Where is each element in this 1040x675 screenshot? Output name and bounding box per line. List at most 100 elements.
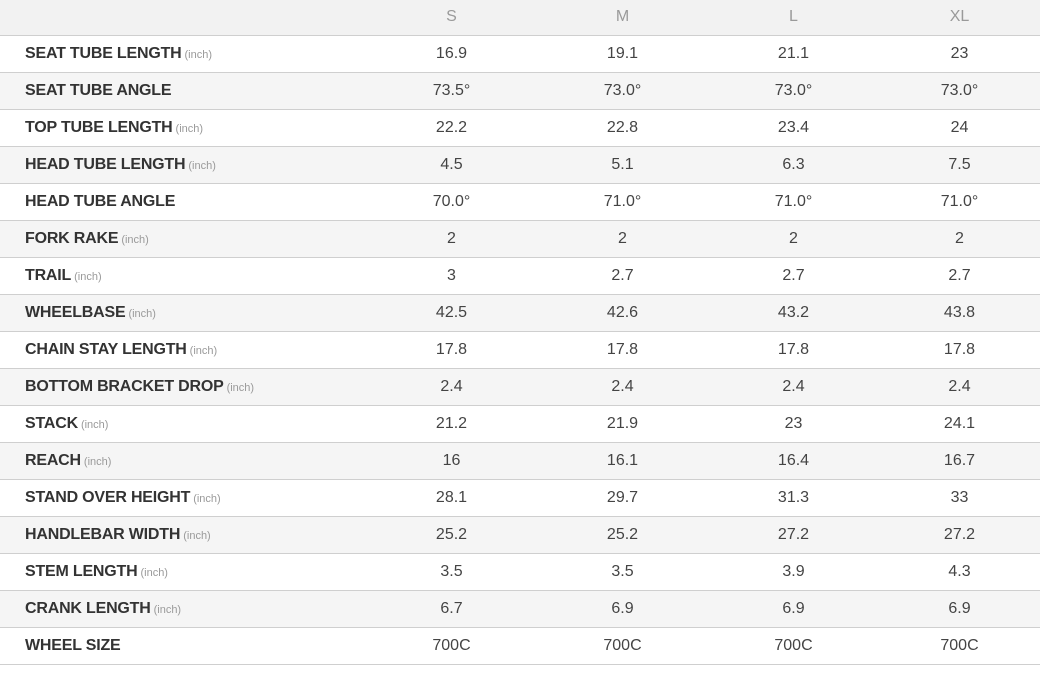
- value-cell-s: 16.9: [435, 44, 468, 62]
- row-unit: (inch): [128, 307, 156, 320]
- row-label-cell: FORK RAKE (inch): [0, 220, 366, 257]
- value-cell-m: 71.0°: [603, 192, 642, 210]
- value-cell-xl: 71.0°: [940, 192, 979, 210]
- table-row: HEAD TUBE LENGTH (inch) 4.5 5.1 6.3 7.5: [0, 146, 1040, 183]
- value-cell-m: 17.8: [606, 340, 639, 358]
- value-cell-l: 21.1: [777, 44, 810, 62]
- row-label-cell: BOTTOM BRACKET DROP (inch): [0, 368, 366, 405]
- value-cell-l: 23.4: [777, 118, 810, 136]
- value-cell-l: 700C: [774, 636, 813, 654]
- table-row: HEAD TUBE ANGLE 70.0° 71.0° 71.0° 71.0°: [0, 183, 1040, 220]
- value-cell-s: 6.7: [440, 599, 463, 617]
- value-cell-xl: 24: [950, 118, 969, 136]
- value-cell-m: 3.5: [611, 562, 634, 580]
- row-unit: (inch): [188, 159, 216, 172]
- value-cell-l: 31.3: [777, 488, 810, 506]
- value-cell-l: 2.7: [782, 266, 805, 284]
- row-label: HEAD TUBE ANGLE: [25, 192, 176, 210]
- value-cell-s: 28.1: [435, 488, 468, 506]
- row-unit: (inch): [184, 48, 213, 61]
- value-cell-m: 21.9: [606, 414, 639, 432]
- value-cell-l: 43.2: [777, 303, 810, 321]
- value-cell-s: 73.5°: [432, 81, 471, 99]
- value-cell-s: 3: [447, 266, 456, 284]
- row-label-cell: SEAT TUBE LENGTH (inch): [0, 35, 366, 72]
- row-label: TOP TUBE LENGTH: [25, 118, 173, 136]
- table-body: SEAT TUBE LENGTH (inch) 16.9 19.1 21.1 23 SEAT…: [0, 35, 1040, 664]
- value-cell-l: 2: [789, 229, 798, 247]
- table-row: CHAIN STAY LENGTH (inch) 17.8 17.8 17.8 17.8: [0, 331, 1040, 368]
- value-cell-xl: 4.3: [948, 562, 971, 580]
- row-label: HANDLEBAR WIDTH: [25, 525, 181, 543]
- value-cell-s: 42.5: [435, 303, 468, 321]
- row-label-cell: TRAIL (inch): [0, 257, 366, 294]
- row-label-cell: CHAIN STAY LENGTH (inch): [0, 331, 366, 368]
- value-cell-m: 2.4: [611, 377, 634, 395]
- value-cell-m: 6.9: [611, 599, 634, 617]
- row-unit: (inch): [80, 418, 109, 431]
- value-cell-l: 73.0°: [774, 81, 813, 99]
- row-label: CHAIN STAY LENGTH: [25, 340, 187, 358]
- table-row: BOTTOM BRACKET DROP (inch) 2.4 2.4 2.4 2.4: [0, 368, 1040, 405]
- value-cell-s: 3.5: [440, 562, 463, 580]
- row-label: REACH: [25, 451, 81, 469]
- row-label: TRAIL: [25, 266, 72, 284]
- value-cell-s: 21.2: [435, 414, 468, 432]
- value-cell-xl: 27.2: [943, 525, 976, 543]
- row-label: STAND OVER HEIGHT: [25, 488, 191, 506]
- row-label-cell: STEM LENGTH (inch): [0, 553, 366, 590]
- value-cell-m: 22.8: [606, 118, 639, 136]
- table-row: STEM LENGTH (inch) 3.5 3.5 3.9 4.3: [0, 553, 1040, 590]
- row-unit: (inch): [193, 492, 221, 505]
- value-cell-l: 17.8: [777, 340, 810, 358]
- value-cell-m: 73.0°: [603, 81, 642, 99]
- row-unit: (inch): [183, 529, 211, 542]
- value-cell-s: 4.5: [440, 155, 463, 173]
- table-row: STACK (inch) 21.2 21.9 23 24.1: [0, 405, 1040, 442]
- value-cell-m: 700C: [603, 636, 642, 654]
- row-unit: (inch): [74, 270, 102, 283]
- row-label: STACK: [25, 414, 78, 432]
- row-label-cell: HEAD TUBE ANGLE: [0, 183, 366, 220]
- row-label: SEAT TUBE ANGLE: [25, 81, 172, 99]
- value-cell-l: 2.4: [782, 377, 805, 395]
- table-row: TRAIL (inch) 3 2.7 2.7 2.7: [0, 257, 1040, 294]
- value-cell-m: 2.7: [611, 266, 634, 284]
- row-unit: (inch): [189, 344, 218, 357]
- header-row: S M L XL: [0, 0, 1040, 35]
- value-cell-l: 3.9: [782, 562, 805, 580]
- value-cell-l: 71.0°: [774, 192, 813, 210]
- value-cell-xl: 23: [950, 44, 969, 62]
- value-cell-xl: 24.1: [943, 414, 976, 432]
- row-label: WHEELBASE: [25, 303, 126, 321]
- value-cell-xl: 700C: [940, 636, 979, 654]
- table-row: FORK RAKE (inch) 2 2 2 2: [0, 220, 1040, 257]
- row-label: STEM LENGTH: [25, 562, 138, 580]
- value-cell-s: 700C: [432, 636, 471, 654]
- value-cell-l: 27.2: [777, 525, 810, 543]
- row-label-cell: WHEELBASE (inch): [0, 294, 366, 331]
- value-cell-s: 17.8: [435, 340, 468, 358]
- value-cell-m: 25.2: [606, 525, 639, 543]
- value-cell-xl: 43.8: [943, 303, 976, 321]
- row-label-cell: REACH (inch): [0, 442, 366, 479]
- value-cell-xl: 2: [955, 229, 964, 247]
- value-cell-xl: 2.7: [948, 266, 971, 284]
- value-cell-xl: 33: [950, 488, 969, 506]
- value-cell-s: 70.0°: [432, 192, 471, 210]
- header-label-cell: [0, 0, 366, 35]
- value-cell-xl: 73.0°: [940, 81, 979, 99]
- value-cell-l: 6.3: [782, 155, 805, 173]
- table-row: WHEELBASE (inch) 42.5 42.6 43.2 43.8: [0, 294, 1040, 331]
- row-unit: (inch): [140, 566, 168, 579]
- row-label-cell: HEAD TUBE LENGTH (inch): [0, 146, 366, 183]
- table-row: TOP TUBE LENGTH (inch) 22.2 22.8 23.4 24: [0, 109, 1040, 146]
- row-label-cell: TOP TUBE LENGTH (inch): [0, 109, 366, 146]
- value-cell-xl: 16.7: [943, 451, 976, 469]
- row-unit: (inch): [226, 381, 255, 394]
- row-label: SEAT TUBE LENGTH: [25, 44, 182, 62]
- row-unit: (inch): [175, 122, 204, 135]
- value-cell-l: 6.9: [782, 599, 805, 617]
- table-row: REACH (inch) 16 16.1 16.4 16.7: [0, 442, 1040, 479]
